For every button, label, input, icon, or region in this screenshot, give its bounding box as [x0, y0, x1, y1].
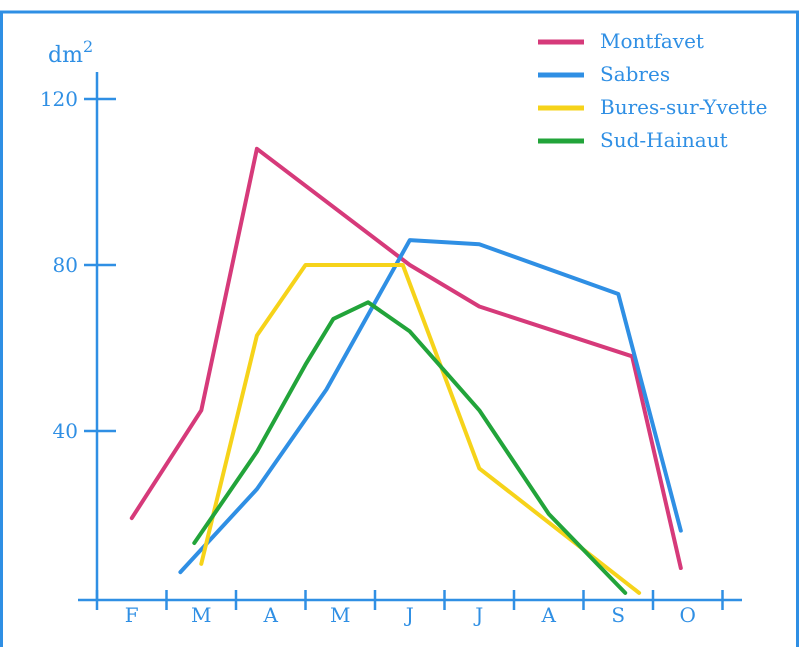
- x-tick-label: J: [473, 603, 483, 627]
- series-line-sabres: [178, 238, 683, 575]
- legend-label: Sabres: [600, 62, 670, 86]
- y-tick-label: 120: [40, 87, 78, 111]
- legend: Montfavet Sabres Bures-sur-Yvette Sud-Haina…: [538, 29, 768, 152]
- series-layer: [129, 146, 683, 595]
- x-tick-label: F: [125, 603, 139, 627]
- y-axis-label-unit: dm: [48, 43, 83, 68]
- x-tick-label: A: [541, 603, 557, 627]
- y-axis-label: dm2: [48, 37, 93, 68]
- legend-label: Bures-sur-Yvette: [600, 95, 768, 119]
- x-tick-label: M: [191, 603, 211, 627]
- series-line-montfavet: [129, 146, 683, 570]
- x-tick-label: S: [611, 603, 625, 627]
- x-tick-label: J: [404, 603, 414, 627]
- chart-frame: [0, 10, 799, 647]
- y-ticks: 40 80 120: [40, 87, 116, 443]
- series-line-bures-sur-yvette: [199, 263, 642, 595]
- y-tick-label: 80: [53, 253, 78, 277]
- x-tick-label: O: [680, 603, 696, 627]
- y-axis-label-exponent: 2: [83, 37, 93, 56]
- x-tick-label: M: [330, 603, 350, 627]
- series-line-sud-hainaut: [192, 300, 628, 595]
- x-tick-label: A: [263, 603, 279, 627]
- legend-label: Montfavet: [600, 29, 704, 53]
- y-tick-label: 40: [53, 419, 78, 443]
- legend-label: Sud-Hainaut: [600, 128, 728, 152]
